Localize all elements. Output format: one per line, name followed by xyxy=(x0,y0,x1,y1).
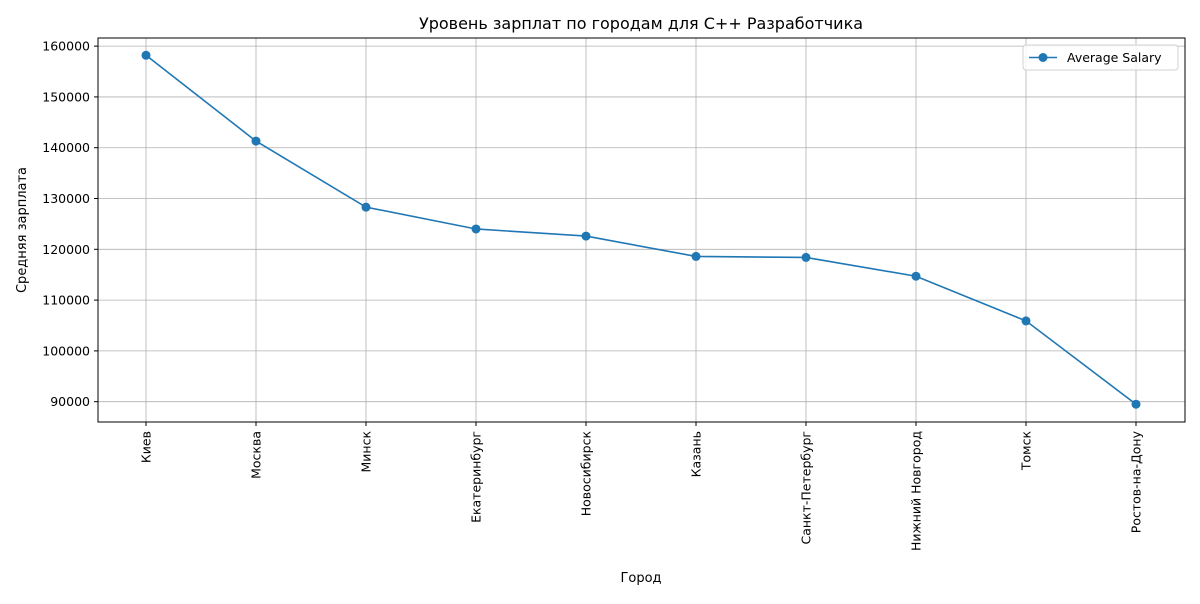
grid-lines xyxy=(98,38,1185,422)
y-tick-label: 150000 xyxy=(42,89,90,104)
y-axis-label: Средняя зарплата xyxy=(15,167,30,293)
y-tick-label: 130000 xyxy=(42,191,90,206)
axes xyxy=(97,37,1186,423)
x-tick-label: Санкт-Петербург xyxy=(799,431,814,545)
y-tick-label: 90000 xyxy=(50,394,90,409)
data-point xyxy=(141,50,151,60)
y-tick-label: 100000 xyxy=(42,343,90,358)
x-tick-label: Ростов-на-Дону xyxy=(1129,430,1144,533)
y-tick-label: 160000 xyxy=(42,39,90,54)
x-axis-label: Город xyxy=(620,571,661,586)
y-tick-label: 140000 xyxy=(42,140,90,155)
legend: Average Salary xyxy=(1022,44,1179,71)
tick-labels: 90000 100000 110000 120000 130000 140000 15000… xyxy=(42,39,1143,551)
x-tick-label: Нижний Новгород xyxy=(909,431,924,551)
data-point xyxy=(251,136,261,146)
legend-marker xyxy=(1038,53,1048,62)
series-line xyxy=(145,54,1137,405)
x-tick-label: Екатеринбург xyxy=(469,431,484,523)
data-point xyxy=(911,271,921,281)
y-tick-label: 110000 xyxy=(42,293,90,308)
series-layer xyxy=(141,50,1141,409)
legend-box xyxy=(1022,44,1179,71)
chart-title: Уровень зарплат по городам для C++ Разра… xyxy=(419,14,863,33)
x-tick-label: Минск xyxy=(359,431,374,473)
data-point xyxy=(691,251,701,261)
x-tick-label: Казань xyxy=(689,431,704,477)
data-point xyxy=(581,231,591,241)
x-tick-label: Киев xyxy=(139,431,154,463)
data-point xyxy=(1131,399,1141,409)
y-tick-label: 120000 xyxy=(42,242,90,257)
legend-label: Average Salary xyxy=(1067,50,1162,65)
data-point xyxy=(801,252,811,262)
plot-frame xyxy=(97,37,1186,423)
data-point xyxy=(1021,316,1031,326)
x-tick-label: Новосибирск xyxy=(579,431,594,517)
x-tick-label: Томск xyxy=(1019,431,1034,472)
data-point xyxy=(471,224,481,234)
data-point xyxy=(361,202,371,212)
x-tick-label: Москва xyxy=(249,431,264,479)
